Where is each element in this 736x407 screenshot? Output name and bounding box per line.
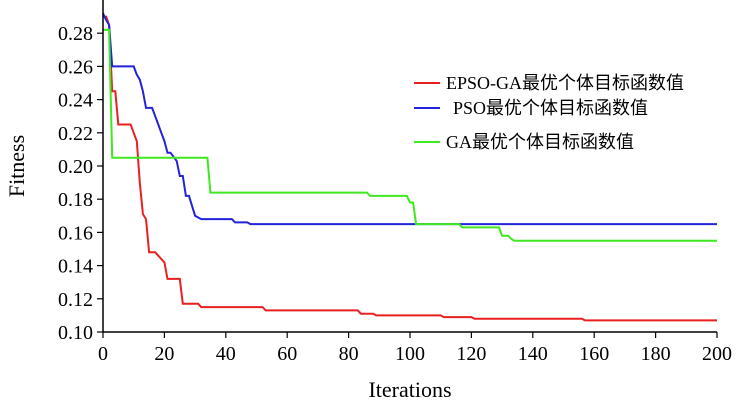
x-tick-label: 180 [641, 343, 671, 365]
x-tick-label: 20 [154, 343, 174, 365]
y-tick-label: 0.20 [58, 156, 93, 178]
series-line-2 [102, 12, 717, 226]
y-tick-label: 0.18 [58, 189, 93, 211]
y-tick-label: 0.10 [58, 322, 93, 344]
y-tick-label: 0.12 [58, 289, 93, 311]
series-line-3 [103, 28, 717, 242]
tick-labels: 0 20 40 60 80 100 120 140 160 180 200 0.10 0.12 0.14 0… [58, 23, 732, 365]
y-tick-label: 0.28 [58, 23, 93, 45]
x-tick-label: 160 [579, 343, 609, 365]
legend-label-2: PSO最优个体目标函数值 [453, 98, 648, 118]
x-tick-label: 140 [518, 343, 548, 365]
y-axis-title: Fitness [4, 135, 29, 197]
series-line-1 [103, 15, 717, 322]
x-tick-label: 80 [339, 343, 359, 365]
legend-label-1: EPSO-GA最优个体目标函数值 [446, 73, 684, 93]
y-tick-label: 0.26 [58, 56, 93, 78]
series-lines [102, 12, 717, 322]
x-tick-label: 60 [277, 343, 297, 365]
y-tick-label: 0.22 [58, 123, 93, 145]
y-tick-label: 0.14 [58, 256, 93, 278]
axes [102, 0, 717, 333]
x-tick-label: 100 [395, 343, 425, 365]
x-tick-label: 120 [456, 343, 486, 365]
x-tick-label: 200 [702, 343, 732, 365]
x-tick-label: 0 [98, 343, 108, 365]
y-tick-label: 0.24 [58, 90, 93, 112]
legend: EPSO-GA最优个体目标函数值 PSO最优个体目标函数值 GA最优个体目标函数值 [414, 73, 684, 152]
y-tick-label: 0.16 [58, 222, 93, 244]
legend-label-3: GA最优个体目标函数值 [446, 132, 634, 152]
x-tick-label: 40 [216, 343, 236, 365]
x-axis-title: Iterations [368, 377, 451, 402]
